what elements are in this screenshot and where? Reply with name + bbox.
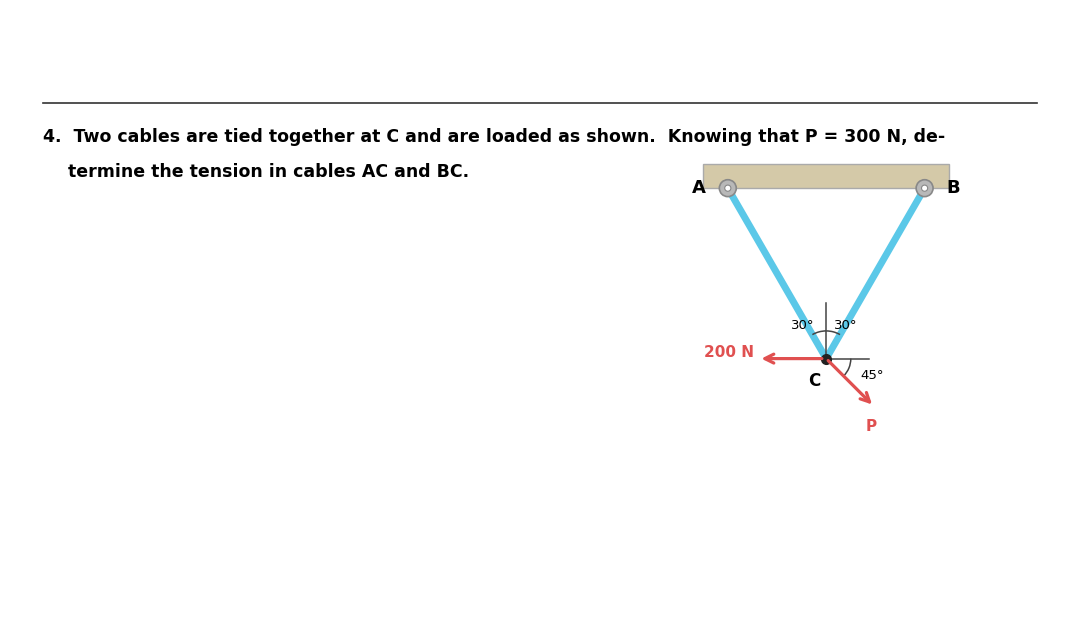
Text: termine the tension in cables AC and BC.: termine the tension in cables AC and BC. — [68, 163, 469, 181]
Text: 4.  Two cables are tied together at C and are loaded as shown.  Knowing that P =: 4. Two cables are tied together at C and… — [43, 128, 945, 146]
Ellipse shape — [916, 180, 933, 197]
Ellipse shape — [725, 185, 731, 191]
Text: C: C — [808, 372, 820, 391]
Text: 200 N: 200 N — [704, 345, 754, 360]
Bar — [703, 163, 949, 188]
Text: P: P — [865, 419, 877, 434]
Ellipse shape — [921, 185, 928, 191]
Text: B: B — [946, 179, 960, 197]
Text: 30°: 30° — [792, 319, 815, 332]
Text: 30°: 30° — [835, 319, 858, 332]
Text: A: A — [692, 179, 706, 197]
Text: 45°: 45° — [860, 369, 883, 382]
Ellipse shape — [719, 180, 737, 197]
